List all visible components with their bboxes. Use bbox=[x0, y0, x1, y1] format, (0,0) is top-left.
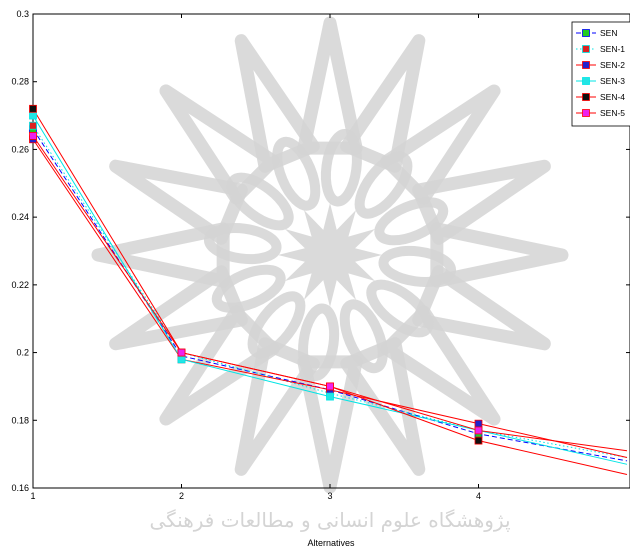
watermark-ring-petal bbox=[211, 264, 286, 313]
data-point-sen-3 bbox=[177, 355, 186, 364]
legend-label-sen: SEN bbox=[600, 28, 617, 38]
legend-box bbox=[571, 21, 630, 127]
legend-marker-sen-5 bbox=[582, 109, 590, 117]
data-point-sen-5 bbox=[177, 348, 186, 357]
y-tick-label: 0.16 bbox=[11, 483, 29, 493]
x-tick-label: 4 bbox=[476, 491, 481, 501]
legend-label-sen-5: SEN-5 bbox=[600, 108, 625, 118]
watermark-petal bbox=[234, 34, 320, 173]
y-tick-label: 0.28 bbox=[11, 77, 29, 87]
watermark-petal bbox=[412, 159, 551, 245]
y-tick-label: 0.26 bbox=[11, 144, 29, 154]
x-tick-label: 2 bbox=[179, 491, 184, 501]
legend-marker-sen-3 bbox=[582, 77, 590, 85]
y-tick-label: 0.24 bbox=[11, 212, 29, 222]
x-tick-label: 3 bbox=[327, 491, 332, 501]
watermark-petal bbox=[340, 337, 426, 476]
plot-area-frame bbox=[32, 13, 630, 489]
watermark-ring-petal bbox=[339, 299, 388, 374]
watermark-petal bbox=[340, 34, 426, 173]
watermark-ring-petal bbox=[374, 197, 449, 246]
data-point-sen-4 bbox=[474, 436, 483, 445]
data-point-sen-3 bbox=[29, 111, 37, 120]
watermark-petal bbox=[430, 222, 569, 288]
watermark-ring-petal bbox=[366, 279, 434, 338]
x-tick-label: 1 bbox=[30, 491, 35, 501]
y-tick-label: 0.3 bbox=[16, 9, 29, 19]
watermark-text: پژوهشگاه علوم انسانی و مطالعات فرهنگی bbox=[149, 508, 510, 533]
x-axis-label: Alternatives bbox=[307, 538, 355, 548]
watermark-petal bbox=[297, 16, 363, 155]
watermark-petal bbox=[109, 265, 248, 351]
watermark-petal bbox=[234, 337, 320, 476]
watermark-ring-petal bbox=[203, 223, 282, 265]
watermark-petal bbox=[297, 355, 363, 494]
legend-label-sen-4: SEN-4 bbox=[600, 92, 625, 102]
legend-marker-sen bbox=[582, 29, 590, 37]
data-point-sen-5 bbox=[29, 131, 37, 140]
legend-marker-sen-4 bbox=[582, 93, 590, 101]
x-axis: 1 2 3 4 bbox=[30, 14, 481, 501]
watermark-petal bbox=[91, 222, 230, 288]
y-tick-label: 0.2 bbox=[16, 348, 29, 358]
watermark-ring-petal bbox=[320, 128, 362, 207]
legend: SEN SEN-1 SEN-2 SEN-3 SEN-4 SEN-5 bbox=[571, 21, 630, 127]
data-point-sen-4 bbox=[29, 104, 37, 113]
legend-label-sen-3: SEN-3 bbox=[600, 76, 625, 86]
data-point-sen-5 bbox=[326, 382, 334, 391]
data-point-sen-5 bbox=[474, 426, 483, 435]
watermark-petal bbox=[412, 265, 551, 351]
watermark-ring-petal bbox=[298, 303, 340, 382]
data-point-sen-3 bbox=[326, 392, 334, 401]
data-point-sen-2 bbox=[474, 419, 483, 428]
watermark-petal bbox=[109, 159, 248, 245]
legend-marker-sen-1 bbox=[582, 45, 590, 53]
y-tick-label: 0.22 bbox=[11, 280, 29, 290]
watermark-rosette-logo bbox=[91, 16, 569, 494]
watermark-ring-petal bbox=[247, 291, 306, 359]
watermark-center-star bbox=[278, 203, 382, 307]
watermark-ring-petal bbox=[226, 172, 294, 231]
data-point-sen-1 bbox=[29, 121, 37, 130]
series-markers bbox=[29, 104, 483, 445]
legend-label-sen-2: SEN-2 bbox=[600, 60, 625, 70]
legend-marker-sen-2 bbox=[582, 61, 590, 69]
y-tick-label: 0.18 bbox=[11, 415, 29, 425]
legend-label-sen-1: SEN-1 bbox=[600, 44, 625, 54]
y-axis: 0.16 0.18 0.2 0.22 0.24 0.26 0.28 0.3 bbox=[11, 9, 630, 493]
watermark-ring-petal bbox=[354, 151, 413, 219]
watermark-ring-petal bbox=[272, 136, 321, 211]
watermark-ring-petal bbox=[378, 245, 457, 287]
